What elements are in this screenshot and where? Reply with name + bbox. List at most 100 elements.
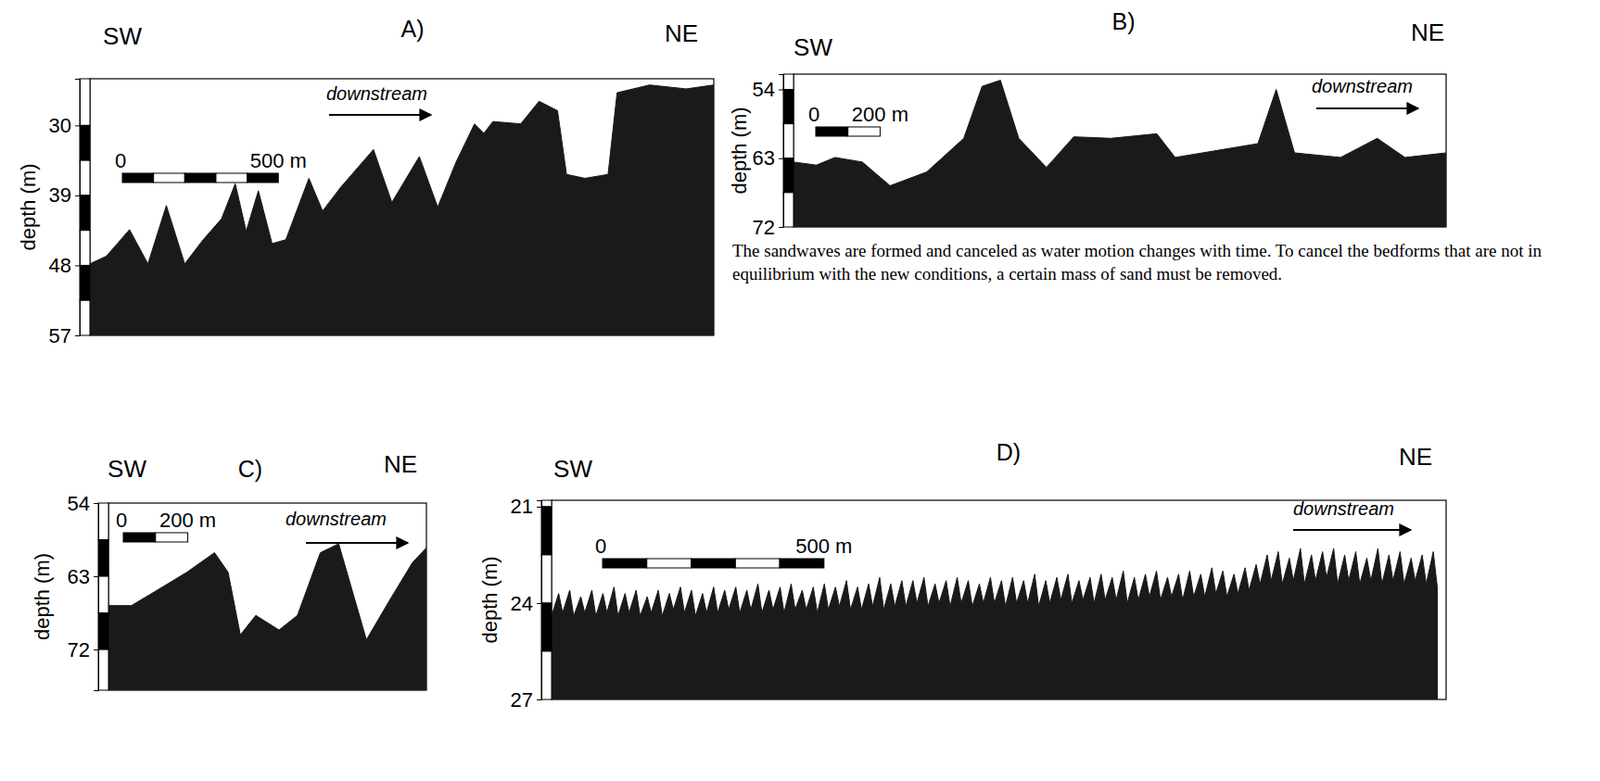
plot-frame [551, 500, 1447, 700]
y-axis: 546372 [67, 492, 100, 692]
scale-bar-label: 500 m [250, 149, 307, 173]
depth-bar-segment [541, 500, 552, 508]
depth-bar-segment [541, 603, 552, 652]
y-tick: 72 [67, 638, 99, 662]
scale-bar-label: 0 [808, 102, 820, 127]
y-axis-line [75, 79, 81, 337]
y-tick-mark [93, 576, 99, 578]
direction-label: NE [664, 19, 699, 48]
depth-bar [98, 503, 109, 691]
y-axis-title: depth (m) [727, 106, 751, 194]
y-tick-label: 48 [49, 253, 72, 278]
direction-label: NE [1398, 443, 1433, 471]
scale-bar: 0500 m [595, 534, 852, 569]
scale-bar-segment [602, 558, 648, 569]
scale-bar-segment [848, 126, 881, 137]
panel-title: C) [238, 456, 263, 483]
plot-frame [793, 74, 1447, 228]
depth-bar-segment [79, 125, 90, 161]
direction-label: SW [553, 455, 593, 483]
y-tick-label: 39 [49, 183, 72, 207]
y-tick-label: 57 [49, 324, 72, 348]
y-tick-label: 24 [510, 592, 534, 616]
scale-bar-segment [247, 173, 280, 183]
y-axis-title: depth (m) [16, 163, 40, 251]
scale-bar-segment [122, 173, 154, 183]
depth-bar-segment [783, 124, 794, 159]
depth-bar-segment [79, 195, 90, 231]
panel-title: D) [996, 439, 1021, 466]
depth-bar [79, 78, 90, 336]
depth-bar-segment [79, 265, 90, 301]
y-tick-mark [778, 158, 784, 160]
y-tick-mark [75, 265, 80, 267]
scale-bar-label: 0 [595, 534, 607, 559]
flow-label: downstream [1311, 76, 1413, 97]
direction-label: NE [1410, 18, 1445, 47]
y-tick-label: 54 [752, 77, 775, 102]
flow-arrow [329, 114, 432, 116]
y-axis-line [93, 504, 100, 692]
seabed-profile [551, 548, 1437, 700]
direction-label: NE [383, 450, 418, 479]
y-tick-mark [75, 195, 80, 197]
seabed-profile [793, 80, 1447, 228]
y-axis-title: depth (m) [30, 553, 54, 641]
depth-bar-segment [541, 555, 552, 604]
scale-bar: 0200 m [115, 508, 216, 543]
depth-bar-segment [98, 613, 109, 651]
scale-bar: 0500 m [114, 149, 307, 183]
direction-label: SW [102, 22, 142, 51]
flow-arrow [305, 542, 408, 545]
panel-title: A) [401, 15, 425, 42]
scale-bar-segment [691, 558, 737, 569]
y-tick: 54 [752, 77, 784, 102]
plot-frame [108, 503, 427, 691]
y-tick: 63 [67, 565, 99, 589]
y-axis: 54 63 72 [752, 75, 785, 240]
plot-marks [108, 544, 427, 691]
scale-bar-segment [779, 558, 825, 569]
y-tick-mark [778, 227, 784, 229]
panel: 546372depth (m)B)SWNEdownstream0200 m [727, 8, 1448, 240]
y-tick-mark [93, 649, 99, 651]
y-axis: 30394857 [49, 79, 81, 348]
panel: 212427depth (m)D)SWNEdownstream0500 m [478, 439, 1448, 712]
y-tick: 72 [752, 215, 784, 240]
scale-bar-segment [153, 173, 186, 183]
y-tick-label: 27 [510, 688, 534, 712]
flow-arrow [1293, 529, 1411, 532]
depth-bar-segment [98, 540, 109, 578]
panel: 546372depth (m)C)SWNEdownstream0200 m [30, 450, 428, 692]
y-tick-label: 72 [67, 638, 90, 662]
scale-bar-label: 200 m [851, 102, 909, 127]
depth-bar-segment [98, 576, 109, 614]
flow-arrow [1316, 107, 1419, 110]
scale-bar-segment [735, 558, 780, 569]
depth-bar-segment [79, 160, 90, 196]
scale-bar-segment [215, 173, 248, 183]
y-axis-line [778, 75, 785, 229]
depth-bar-segment [79, 230, 90, 267]
scale-bar-segment [647, 558, 692, 569]
y-tick-label: 63 [752, 146, 775, 170]
scale-bar-segment [123, 533, 156, 543]
caption: The sandwaves are formed and canceled as… [732, 239, 1572, 286]
figure: 30394857depth (m)A)SWNEdownstream0500 m5… [0, 0, 1600, 781]
depth-bar-segment [79, 300, 90, 336]
flow-label: downstream [326, 83, 428, 104]
plot-frame [89, 78, 714, 336]
depth-bar-segment [783, 192, 794, 228]
y-tick-mark [75, 125, 80, 127]
y-tick-label: 72 [752, 215, 775, 240]
chart-svg: 30394857depth (m)A)SWNEdownstream0500 m5… [0, 0, 1600, 781]
y-tick: 21 [510, 495, 542, 519]
y-tick: 48 [49, 253, 80, 278]
scale-bar: 0 200 m [808, 102, 909, 137]
y-axis-title: depth (m) [478, 556, 502, 644]
depth-bar [541, 500, 552, 700]
plot-marks [89, 85, 714, 336]
y-axis: 21 24 27 [510, 495, 543, 712]
depth-bar-segment [541, 507, 552, 556]
y-tick: 63 [752, 146, 784, 170]
